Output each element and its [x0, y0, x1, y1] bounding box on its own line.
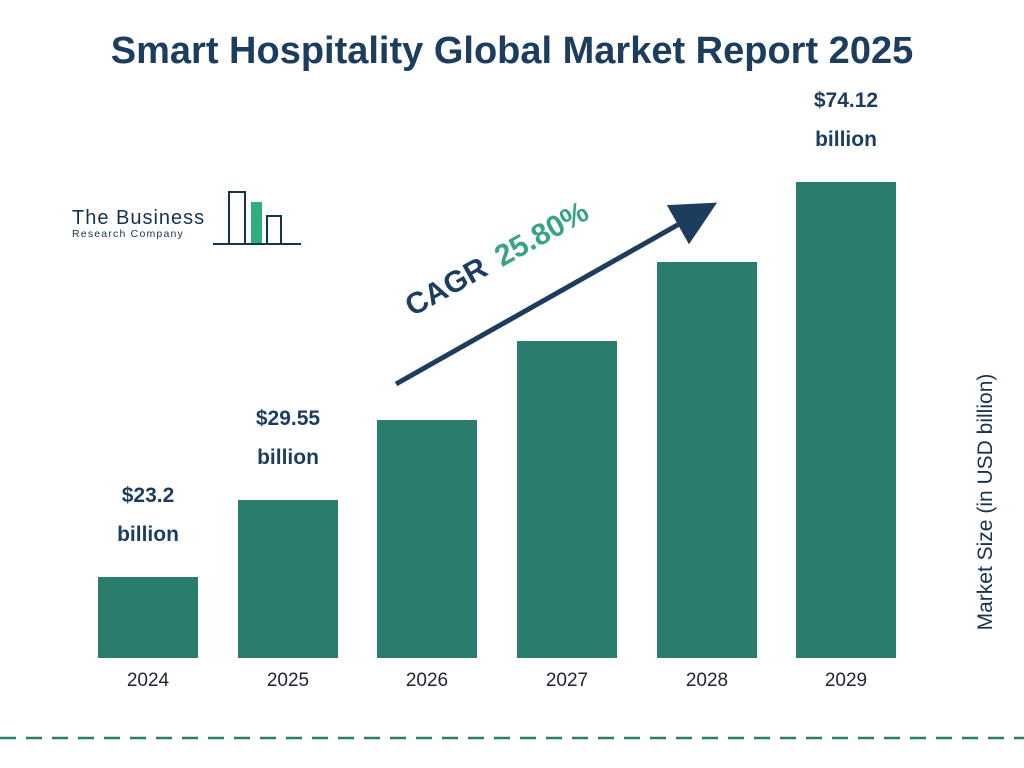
value-amount: $23.2 [121, 484, 175, 508]
bar-2028 [657, 262, 757, 658]
value-unit: billion [257, 446, 319, 470]
bar-2027 [517, 341, 617, 658]
bar-column-2025: $29.55 billion 2025 [238, 180, 338, 691]
bar-2026 [377, 420, 477, 658]
x-tick-2025: 2025 [266, 670, 310, 691]
value-label-2025: $29.55 billion [218, 400, 358, 478]
x-tick-2028: 2028 [685, 670, 729, 691]
bar-column-2027: 2027 [517, 180, 617, 691]
value-unit: billion [815, 128, 877, 152]
x-tick-2026: 2026 [405, 670, 449, 691]
company-logo: The Business Research Company [72, 188, 303, 259]
company-logo-line2: Research Company [72, 227, 184, 240]
cagr-trend-arrow [382, 192, 722, 407]
company-logo-line1: The Business [72, 206, 206, 229]
value-label-2029: $74.12 billion [776, 82, 916, 160]
bar-column-2026: 2026 [377, 180, 477, 691]
company-logo-text: The Business Research Company [72, 207, 205, 241]
value-unit: billion [117, 523, 179, 547]
bar-2029 [796, 182, 896, 658]
bar-chart-logo-icon [211, 188, 303, 259]
x-tick-2029: 2029 [824, 670, 868, 691]
value-amount: $74.12 [813, 89, 879, 113]
value-amount: $29.55 [255, 407, 321, 431]
bar-2025 [238, 500, 338, 658]
x-tick-2024: 2024 [126, 670, 170, 691]
bottom-dashed-divider [0, 731, 1024, 741]
y-axis-label: Market Size (in USD billion) [974, 373, 997, 631]
bar-column-2029: $74.12 billion 2029 [796, 89, 896, 691]
bar-column-2028: 2028 [657, 180, 757, 691]
x-tick-2027: 2027 [545, 670, 589, 691]
bar-column-2024: $23.2 billion 2024 [98, 180, 198, 691]
value-label-2024: $23.2 billion [78, 477, 218, 555]
page-title: Smart Hospitality Global Market Report 2… [110, 30, 914, 72]
bar-2024 [98, 577, 198, 658]
